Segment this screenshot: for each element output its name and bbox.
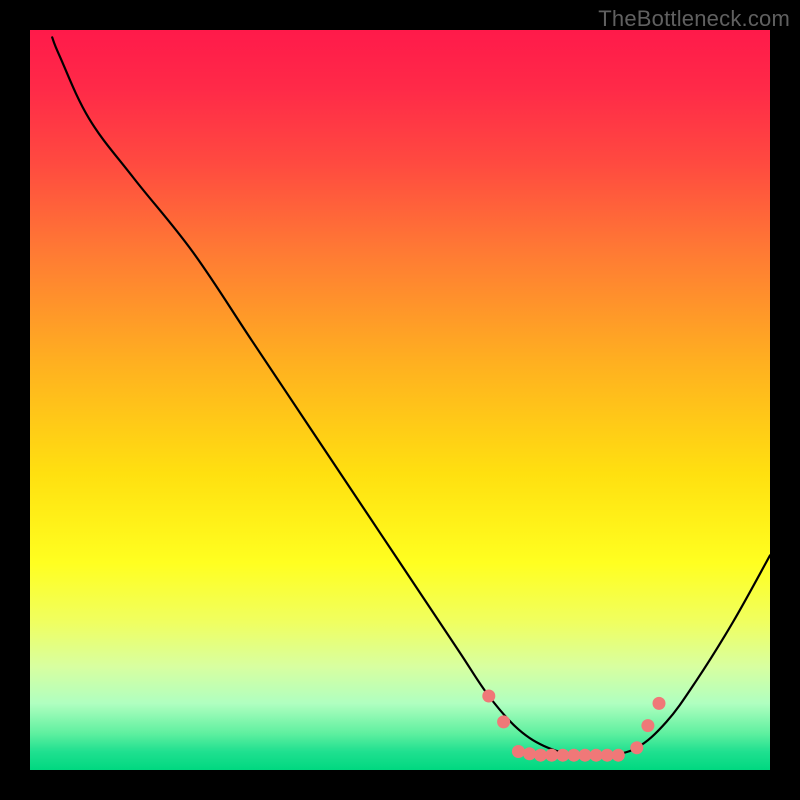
curve-svg — [30, 30, 770, 770]
data-marker — [612, 749, 625, 762]
data-marker — [567, 749, 580, 762]
data-marker — [523, 747, 536, 760]
data-marker — [482, 690, 495, 703]
bottleneck-curve — [52, 37, 770, 756]
data-marker — [534, 749, 547, 762]
data-marker — [497, 715, 510, 728]
chart-container: TheBottleneck.com — [0, 0, 800, 800]
data-marker — [630, 741, 643, 754]
watermark-text: TheBottleneck.com — [598, 6, 790, 32]
data-marker — [579, 749, 592, 762]
markers-group — [482, 690, 665, 762]
data-marker — [545, 749, 558, 762]
data-marker — [556, 749, 569, 762]
data-marker — [641, 719, 654, 732]
data-marker — [590, 749, 603, 762]
data-marker — [601, 749, 614, 762]
data-marker — [512, 745, 525, 758]
plot-area — [30, 30, 770, 770]
data-marker — [653, 697, 666, 710]
